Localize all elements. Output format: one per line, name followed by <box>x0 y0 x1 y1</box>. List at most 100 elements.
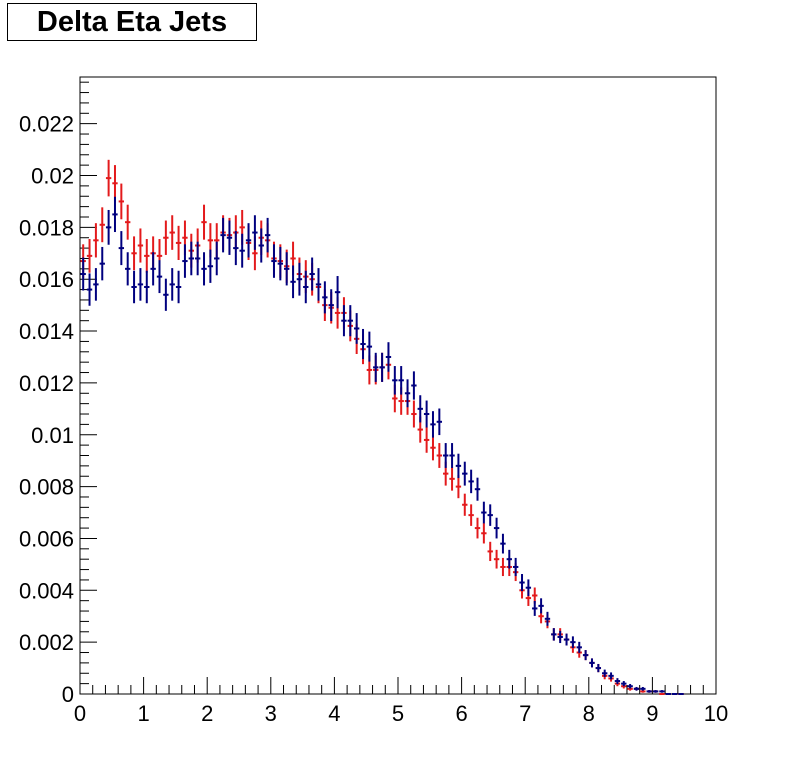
data-point <box>175 270 182 304</box>
axis-ticks <box>79 81 717 695</box>
data-point <box>131 236 137 271</box>
data-point <box>182 244 188 278</box>
y-tick-label: 0.002 <box>19 630 74 655</box>
tick-labels: 0 1 2 3 4 5 6 7 8 9 10 0 0.002 0.004 0.006 0.008 0.01 0.0… <box>19 112 728 726</box>
data-point <box>398 366 404 395</box>
data-point <box>532 601 538 616</box>
data-point <box>443 443 449 468</box>
data-point <box>144 270 150 304</box>
data-point <box>462 493 468 516</box>
data-point <box>557 630 563 644</box>
data-point <box>551 628 557 641</box>
data-point <box>487 504 493 526</box>
data-point <box>646 690 652 693</box>
data-point <box>417 395 423 423</box>
y-tick-label: 0.012 <box>19 371 74 396</box>
y-tick-label: 0.016 <box>19 267 74 292</box>
data-point <box>652 690 659 693</box>
data-point <box>290 265 296 299</box>
y-tick-label: 0.02 <box>31 164 74 189</box>
data-point <box>404 379 411 408</box>
data-point <box>519 574 525 592</box>
data-point <box>621 681 627 687</box>
data-point <box>500 533 506 554</box>
data-point <box>487 541 493 562</box>
data-point <box>353 313 360 344</box>
data-point <box>500 557 506 577</box>
data-point <box>105 209 112 245</box>
data-point <box>385 342 392 372</box>
data-point <box>93 223 99 258</box>
data-point <box>481 501 487 524</box>
data-point <box>207 249 214 283</box>
data-point <box>423 400 430 428</box>
data-point <box>131 270 137 304</box>
data-point <box>474 477 481 501</box>
data-point <box>112 165 118 202</box>
x-tick-label: 7 <box>519 701 531 726</box>
data-point <box>118 231 125 266</box>
data-point <box>239 233 245 268</box>
x-tick-label: 5 <box>392 701 404 726</box>
data-point <box>125 252 131 286</box>
x-tick-label: 2 <box>201 701 213 726</box>
data-point <box>334 276 341 309</box>
x-tick-label: 6 <box>455 701 467 726</box>
x-tick-label: 10 <box>704 701 728 726</box>
x-tick-label: 0 <box>74 701 86 726</box>
data-point <box>169 215 175 250</box>
chart-title: Delta Eta Jets <box>7 3 257 41</box>
data-point <box>640 686 646 691</box>
data-point <box>576 641 582 653</box>
data-point <box>602 669 608 677</box>
data-point <box>474 517 481 539</box>
data-point <box>137 228 144 263</box>
x-tick-label: 3 <box>265 701 277 726</box>
data-point <box>296 262 303 296</box>
data-point <box>194 241 201 276</box>
data-point <box>220 217 226 253</box>
data-point <box>411 400 417 428</box>
data-point <box>93 268 99 301</box>
y-tick-label: 0.004 <box>19 578 74 603</box>
data-point <box>481 523 487 544</box>
data-point <box>493 549 500 569</box>
data-point <box>570 636 576 648</box>
data-series <box>80 159 684 695</box>
data-point <box>430 411 436 438</box>
data-point <box>411 371 417 400</box>
data-point <box>99 246 105 281</box>
data-point <box>373 352 379 382</box>
data-point <box>322 281 328 314</box>
data-point <box>468 469 474 494</box>
data-point <box>163 278 169 311</box>
data-point <box>341 305 347 337</box>
data-point <box>86 239 93 273</box>
data-point <box>201 204 207 240</box>
data-point <box>468 504 474 526</box>
data-point <box>175 225 182 261</box>
data-point <box>252 215 258 250</box>
data-point <box>277 246 284 281</box>
data-point <box>105 159 112 197</box>
data-point <box>80 257 86 291</box>
data-point <box>315 268 322 301</box>
data-point <box>188 241 194 276</box>
data-point <box>169 268 175 301</box>
data-point <box>608 672 614 680</box>
data-point <box>233 231 239 266</box>
data-point <box>163 220 169 255</box>
data-point <box>449 443 455 468</box>
data-point <box>99 207 105 243</box>
data-point <box>309 257 315 291</box>
data-point <box>201 252 207 286</box>
y-tick-label: 0 <box>62 682 74 707</box>
data-point <box>264 217 271 253</box>
data-point <box>118 183 125 220</box>
x-tick-label: 9 <box>646 701 658 726</box>
y-tick-label: 0.018 <box>19 215 74 240</box>
data-point <box>512 557 519 577</box>
data-series <box>80 196 684 695</box>
data-points <box>80 159 684 695</box>
